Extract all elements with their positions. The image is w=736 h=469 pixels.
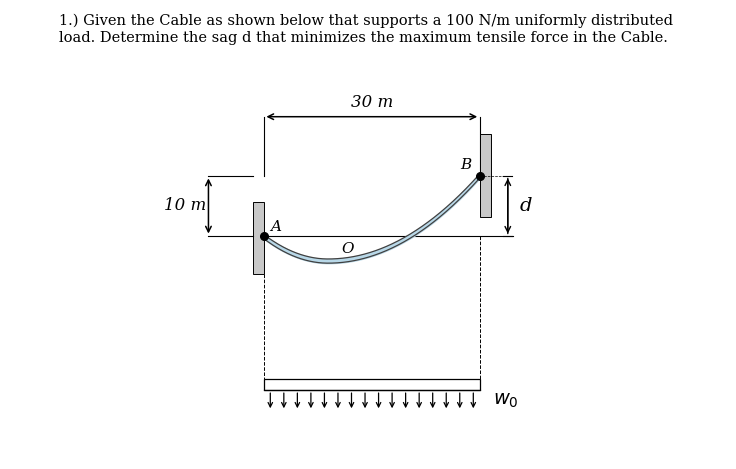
Text: O: O (342, 242, 354, 256)
Bar (263, 379, 480, 390)
Text: B: B (460, 158, 472, 172)
Text: 30 m: 30 m (350, 94, 393, 111)
Text: d: d (519, 197, 531, 215)
Text: 1.) Given the Cable as shown below that supports a 100 N/m uniformly distributed: 1.) Given the Cable as shown below that … (59, 14, 673, 45)
Text: A: A (270, 219, 281, 234)
Text: $w_0$: $w_0$ (493, 392, 519, 410)
Text: 10 m: 10 m (164, 197, 206, 214)
Bar (480, 134, 491, 218)
Bar (253, 202, 263, 274)
